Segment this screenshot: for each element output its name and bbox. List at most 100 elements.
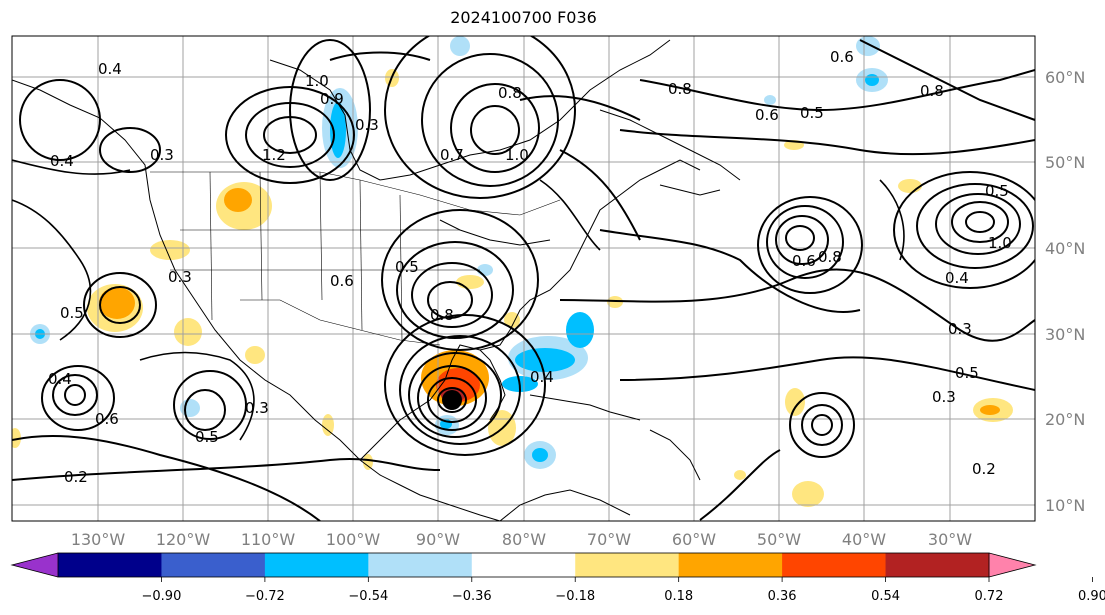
colorbar-tick-label: 0.72 [975,589,1004,604]
fill-pos-light [792,481,824,507]
contour-label: 0.5 [800,104,824,122]
contour-label: 0.2 [64,468,88,486]
contour-label: 0.8 [818,248,842,266]
longitude-labels: 130°W 120°W 110°W 100°W 90°W 80°W 70°W 6… [71,530,972,549]
contour-label: 1.0 [305,72,329,90]
contour-label: 0.5 [955,364,979,382]
colorbar-tick-label: 0.90 [1078,589,1105,604]
contour-label: 0.4 [50,152,74,170]
fill-pos-light [456,275,484,289]
fill-neg-light [856,36,880,56]
contour-label: 0.6 [755,106,779,124]
fill-neg-mid [865,74,879,86]
contour-label: 1.0 [988,234,1012,252]
colorbar-segment [368,553,473,577]
contour-label: 0.3 [948,320,972,338]
colorbar-tick-label: −0.36 [452,589,492,604]
lon-label: 50°W [757,530,801,549]
fill-pos-mid [224,188,252,212]
fill-pos-light [363,454,373,470]
colorbar-tick-label: −0.72 [245,589,285,604]
contour-label: 0.2 [972,460,996,478]
colorbar-extend-high [989,553,1035,577]
fill-neg-light [764,95,776,105]
lon-label: 100°W [326,530,381,549]
fill-pos-mid [980,405,1000,415]
lon-label: 130°W [71,530,126,549]
contour-label: 0.6 [95,410,119,428]
fill-pos-light [12,428,21,448]
contour-label: 0.8 [668,80,692,98]
lon-label: 30°W [928,530,972,549]
colorbar-tick-label: 0.36 [768,589,797,604]
lat-label: 60°N [1045,68,1085,87]
colorbar-segment [575,553,680,577]
fill-pos-light [245,346,265,364]
contour-labels: 0.4 1.0 0.8 0.8 0.6 0.5 0.9 0.8 0.3 1.2 … [48,48,1012,486]
contours [12,36,1035,521]
contour-label: 0.4 [530,368,554,386]
contour-label: 0.6 [830,48,854,66]
contour-label: 0.4 [945,269,969,287]
lon-label: 60°W [672,530,716,549]
borders [150,171,561,346]
fill-pos-light [504,312,520,328]
lat-label: 40°N [1045,239,1085,258]
lon-label: 80°W [502,530,546,549]
fill-neg-mid [566,312,594,348]
contour-label: 0.8 [920,82,944,100]
contour-label: 0.4 [98,60,122,78]
contour-label: 0.3 [932,388,956,406]
contour-label: 0.6 [330,272,354,290]
colorbar-extend-low [12,553,58,577]
lon-label: 70°W [587,530,631,549]
contour-label: 0.3 [245,399,269,417]
fill-neg-light [450,36,470,56]
latitude-labels: 60°N 50°N 40°N 30°N 20°N 10°N [1045,68,1085,515]
contour-label: 0.3 [168,268,192,286]
storm-center-marker [442,390,462,410]
fill-pos-light [898,179,922,193]
colorbar-segment [678,553,783,577]
contour-label: 0.5 [395,258,419,276]
fill-neg-mid [330,102,346,158]
fill-pos-light [322,414,334,436]
colorbar-tick-label: −0.18 [555,589,595,604]
lat-label: 20°N [1045,410,1085,429]
fill-pos-light [734,470,746,480]
fill-pos-light [607,296,623,308]
colorbar-tick-label: 0.18 [664,589,693,604]
colorbar-tick-label: 0.54 [871,589,900,604]
colorbar-segment [885,553,990,577]
contour-label: 0.5 [60,304,84,322]
colorbar-tick-label: −0.54 [348,589,388,604]
map-frame [11,35,1036,522]
contour-label: 0.8 [498,84,522,102]
fill-pos-mid [99,287,135,319]
colorbar-segment [161,553,266,577]
colorbar-segment [471,553,576,577]
contour-label: 0.3 [150,146,174,164]
colorbar-segment [58,553,162,577]
lon-label: 110°W [241,530,296,549]
contour-label: 0.9 [320,90,344,108]
contour-label: 0.5 [195,428,219,446]
lat-label: 30°N [1045,325,1085,344]
fill-pos-light [150,240,190,260]
fill-pos-light [785,388,805,416]
contour-label: 0.5 [985,182,1009,200]
contour-label: 1.2 [262,146,286,164]
lon-label: 40°W [842,530,886,549]
map-title: 2024100700 F036 [450,8,597,27]
contour-label: 0.6 [792,252,816,270]
colorbar-segment [782,553,887,577]
lat-label: 10°N [1045,496,1085,515]
colorbar-frame [57,552,990,578]
contour-label: 0.7 [440,146,464,164]
contours-thin [12,159,905,441]
contour-label: 1.0 [505,146,529,164]
colorbar: −0.90 −0.72 −0.54 −0.36 −0.18 0.18 0.36 0.54 0.7… [10,552,1105,604]
lat-label: 50°N [1045,153,1085,172]
lon-label: 120°W [156,530,211,549]
